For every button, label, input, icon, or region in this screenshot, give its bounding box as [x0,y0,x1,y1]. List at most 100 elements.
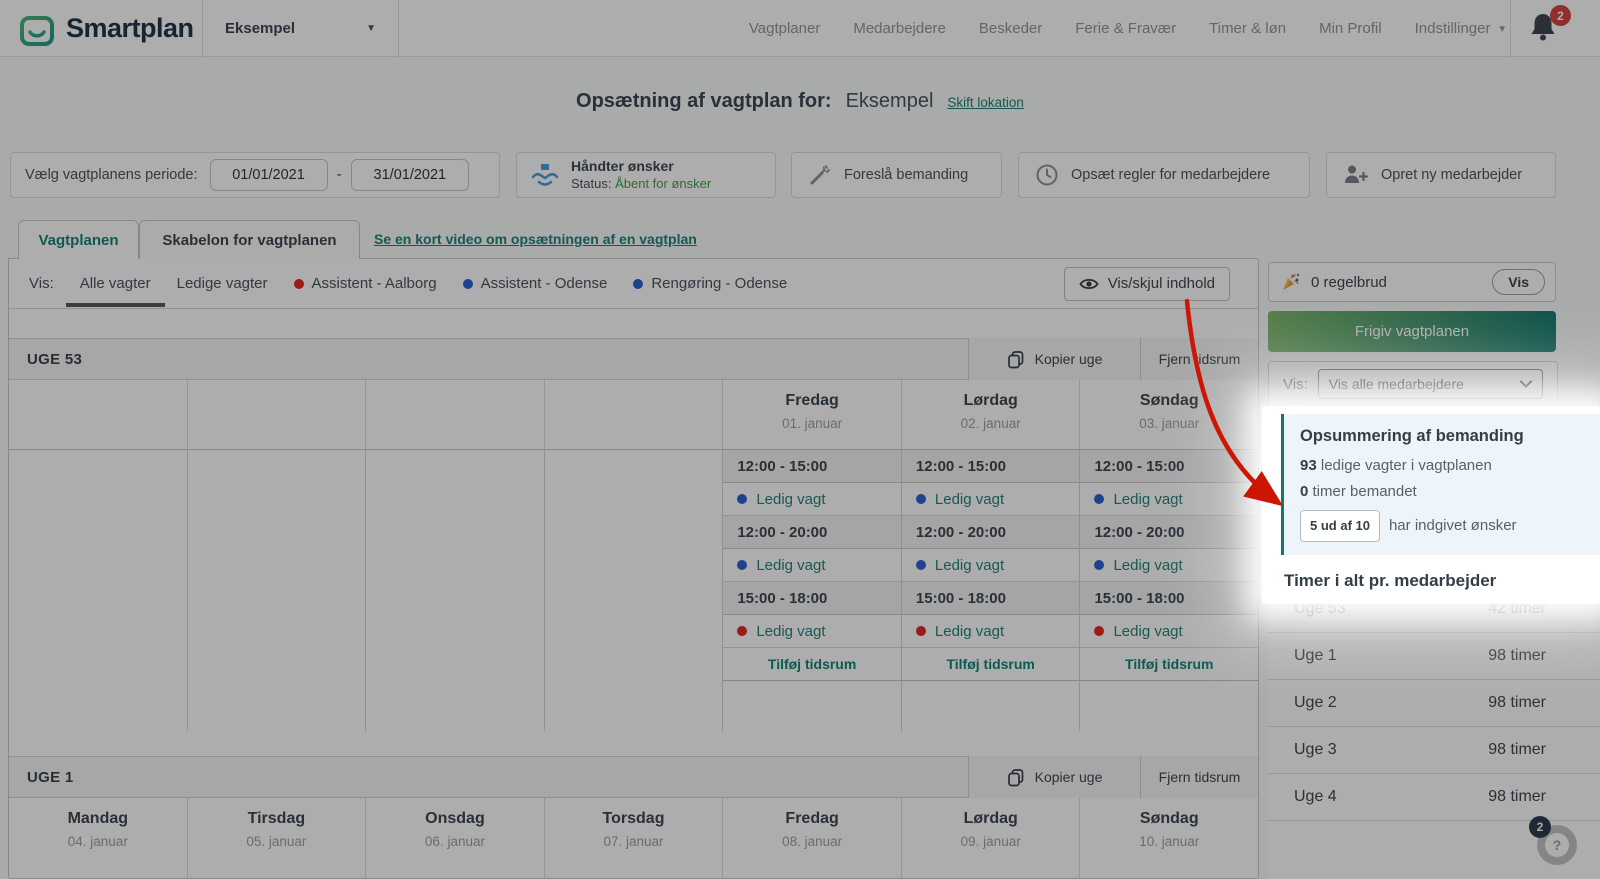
suggest-staffing-button[interactable]: Foreslå bemanding [791,152,1002,198]
show-violations-button[interactable]: Vis [1492,269,1545,295]
week-hours: 98 timer [1488,741,1546,758]
nav-min-profil[interactable]: Min Profil [1319,20,1382,37]
period-end-input[interactable] [350,159,469,191]
nav-medarbejdere[interactable]: Medarbejdere [853,20,946,37]
filter-open-shifts[interactable]: Ledige vagter [176,275,268,292]
shift-open[interactable]: Ledig vagt [1080,483,1258,516]
day-date: 01. januar [782,416,843,431]
filter-group-assistent-odense[interactable]: Assistent - Odense [462,275,607,292]
day-date: 09. januar [960,834,1021,849]
timeslot-header[interactable]: 12:00 - 15:00 [1080,450,1258,483]
nav-ferie-fravaer[interactable]: Ferie & Fravær [1075,20,1177,37]
timeslot-header[interactable]: 12:00 - 20:00 [901,516,1080,549]
shift-dot [915,494,926,504]
day-date: 08. januar [782,834,843,849]
release-schedule-button[interactable]: Frigiv vagtplanen [1268,311,1556,352]
grid-column-empty [187,449,367,731]
timeslot-header[interactable]: 15:00 - 18:00 [901,582,1080,615]
day-column-torsdag: Torsdag 07. januar [545,798,724,878]
summary-title: Opsummering af bemanding [1300,427,1524,445]
group-dot-red [293,278,304,289]
chevron-down-icon: ▼ [366,23,376,34]
smartplan-calendar-icon [18,10,56,48]
party-popper-icon [1281,272,1301,292]
filter-group-rengoering-odense[interactable]: Rengøring - Odense [633,275,787,292]
week-hours: 98 timer [1488,647,1546,664]
add-timeslot-link[interactable]: Tilføj tidsrum [901,648,1080,681]
filter-group-label: Rengøring - Odense [651,275,788,292]
week1-days-row: Mandag 04. januar Tirsdag 05. januar Ons… [9,798,1258,878]
setup-rules-button[interactable]: Opsæt regler for medarbejdere [1018,152,1310,198]
summary-open-shifts: 93 ledige vagter i vagtplanen [1300,453,1590,479]
employee-filter-select[interactable]: Vis alle medarbejdere [1317,369,1543,399]
day-name: Lørdag [963,810,1018,827]
timeslot-header[interactable]: 15:00 - 18:00 [1080,582,1258,615]
copy-week-label: Kopier uge [1034,351,1103,367]
copy-week-button[interactable]: Kopier uge [968,338,1140,380]
timeslot-header[interactable]: 12:00 - 20:00 [1080,516,1258,549]
shift-label: Ledig vagt [1113,556,1183,574]
wishes-text: har indgivet ønsker [1388,517,1517,534]
shift-label: Ledig vagt [934,622,1005,640]
shift-open[interactable]: Ledig vagt [1080,615,1258,648]
week-hours-row: Uge 1 98 timer [1268,633,1600,680]
create-employee-label: Opret ny medarbejder [1381,167,1523,183]
day-name: Onsdag [425,810,485,827]
remove-timeslot-button[interactable]: Fjern tidsrum [1140,756,1258,798]
tab-skabelon[interactable]: Skabelon for vagtplanen [139,220,360,259]
brand-logo[interactable]: Smartplan [18,0,194,57]
timeslot-header[interactable]: 15:00 - 18:00 [723,582,901,615]
copy-week-button[interactable]: Kopier uge [968,756,1140,798]
nav-indstillinger[interactable]: Indstillinger [1414,20,1491,37]
create-employee-button[interactable]: Opret ny medarbejder [1326,152,1556,198]
nav-vagtplaner[interactable]: Vagtplaner [748,20,821,37]
week-label: Uge 3 [1294,741,1337,758]
remove-timeslot-button[interactable]: Fjern tidsrum [1140,338,1258,380]
timeslot-header[interactable]: 12:00 - 20:00 [723,516,901,549]
grid-column-loerdag: 12:00 - 15:00 Ledig vagt 12:00 - 20:00 L… [901,449,1081,731]
shift-dot [1094,560,1105,570]
timeslot-header[interactable]: 12:00 - 15:00 [723,450,901,483]
location-dropdown[interactable]: Eksempel ▼ [203,0,398,57]
day-name: Mandag [67,810,129,827]
shift-open[interactable]: Ledig vagt [723,549,901,582]
tab-vagtplanen[interactable]: Vagtplanen [18,220,139,259]
shift-open[interactable]: Ledig vagt [901,549,1080,582]
shift-open[interactable]: Ledig vagt [901,483,1080,516]
video-link[interactable]: Se en kort video om opsætningen af en va… [374,231,697,247]
filter-all-shifts[interactable]: Alle vagter [65,275,165,307]
shift-open[interactable]: Ledig vagt [901,615,1080,648]
topbar: Smartplan Eksempel ▼ Vagtplaner Medarbej… [0,0,1600,57]
notifications-button[interactable]: 2 [1528,5,1571,51]
shift-dot [915,626,926,636]
filter-group-assistent-aalborg[interactable]: Assistent - Aalborg [293,275,437,292]
select-chevron-icon [1520,380,1532,388]
shift-open[interactable]: Ledig vagt [1080,549,1258,582]
timeslot-header[interactable]: 12:00 - 15:00 [901,450,1080,483]
add-timeslot-link[interactable]: Tilføj tidsrum [723,648,901,681]
handle-wishes-title: Håndter ønsker [571,158,674,175]
nav-timer-loen[interactable]: Timer & løn [1209,20,1287,37]
handle-wishes-button[interactable]: Håndter ønsker Status: Åbent for ønsker [516,152,776,198]
day-date: 03. januar [1139,416,1200,431]
week-label: Uge 1 [1294,647,1337,664]
add-timeslot-link[interactable]: Tilføj tidsrum [1080,648,1258,681]
shift-open[interactable]: Ledig vagt [723,483,901,516]
staffed-hours-count: 0 [1300,483,1309,500]
nav-beskeder[interactable]: Beskeder [978,20,1043,37]
summary-staffed-hours: 0 timer bemandet [1300,479,1590,505]
day-date: 10. januar [1139,834,1200,849]
period-label: Vælg vagtplanens periode: [25,167,198,183]
week-hours-row: Uge 3 98 timer [1268,727,1600,774]
setup-rules-label: Opsæt regler for medarbejdere [1071,167,1271,183]
shift-open[interactable]: Ledig vagt [723,615,901,648]
week-label: Uge 4 [1294,788,1337,805]
period-start-input[interactable] [209,159,328,191]
staffing-summary-panel: Opsummering af bemanding 93 ledige vagte… [1281,414,1600,555]
change-location-link[interactable]: Skift lokation [947,95,1024,110]
day-date: 04. januar [67,834,128,849]
day-column-empty [9,380,188,449]
status-value: Åbent for ønsker [615,175,712,191]
toggle-content-button[interactable]: Vis/skjul indhold [1063,266,1230,301]
day-name: Fredag [785,392,839,409]
